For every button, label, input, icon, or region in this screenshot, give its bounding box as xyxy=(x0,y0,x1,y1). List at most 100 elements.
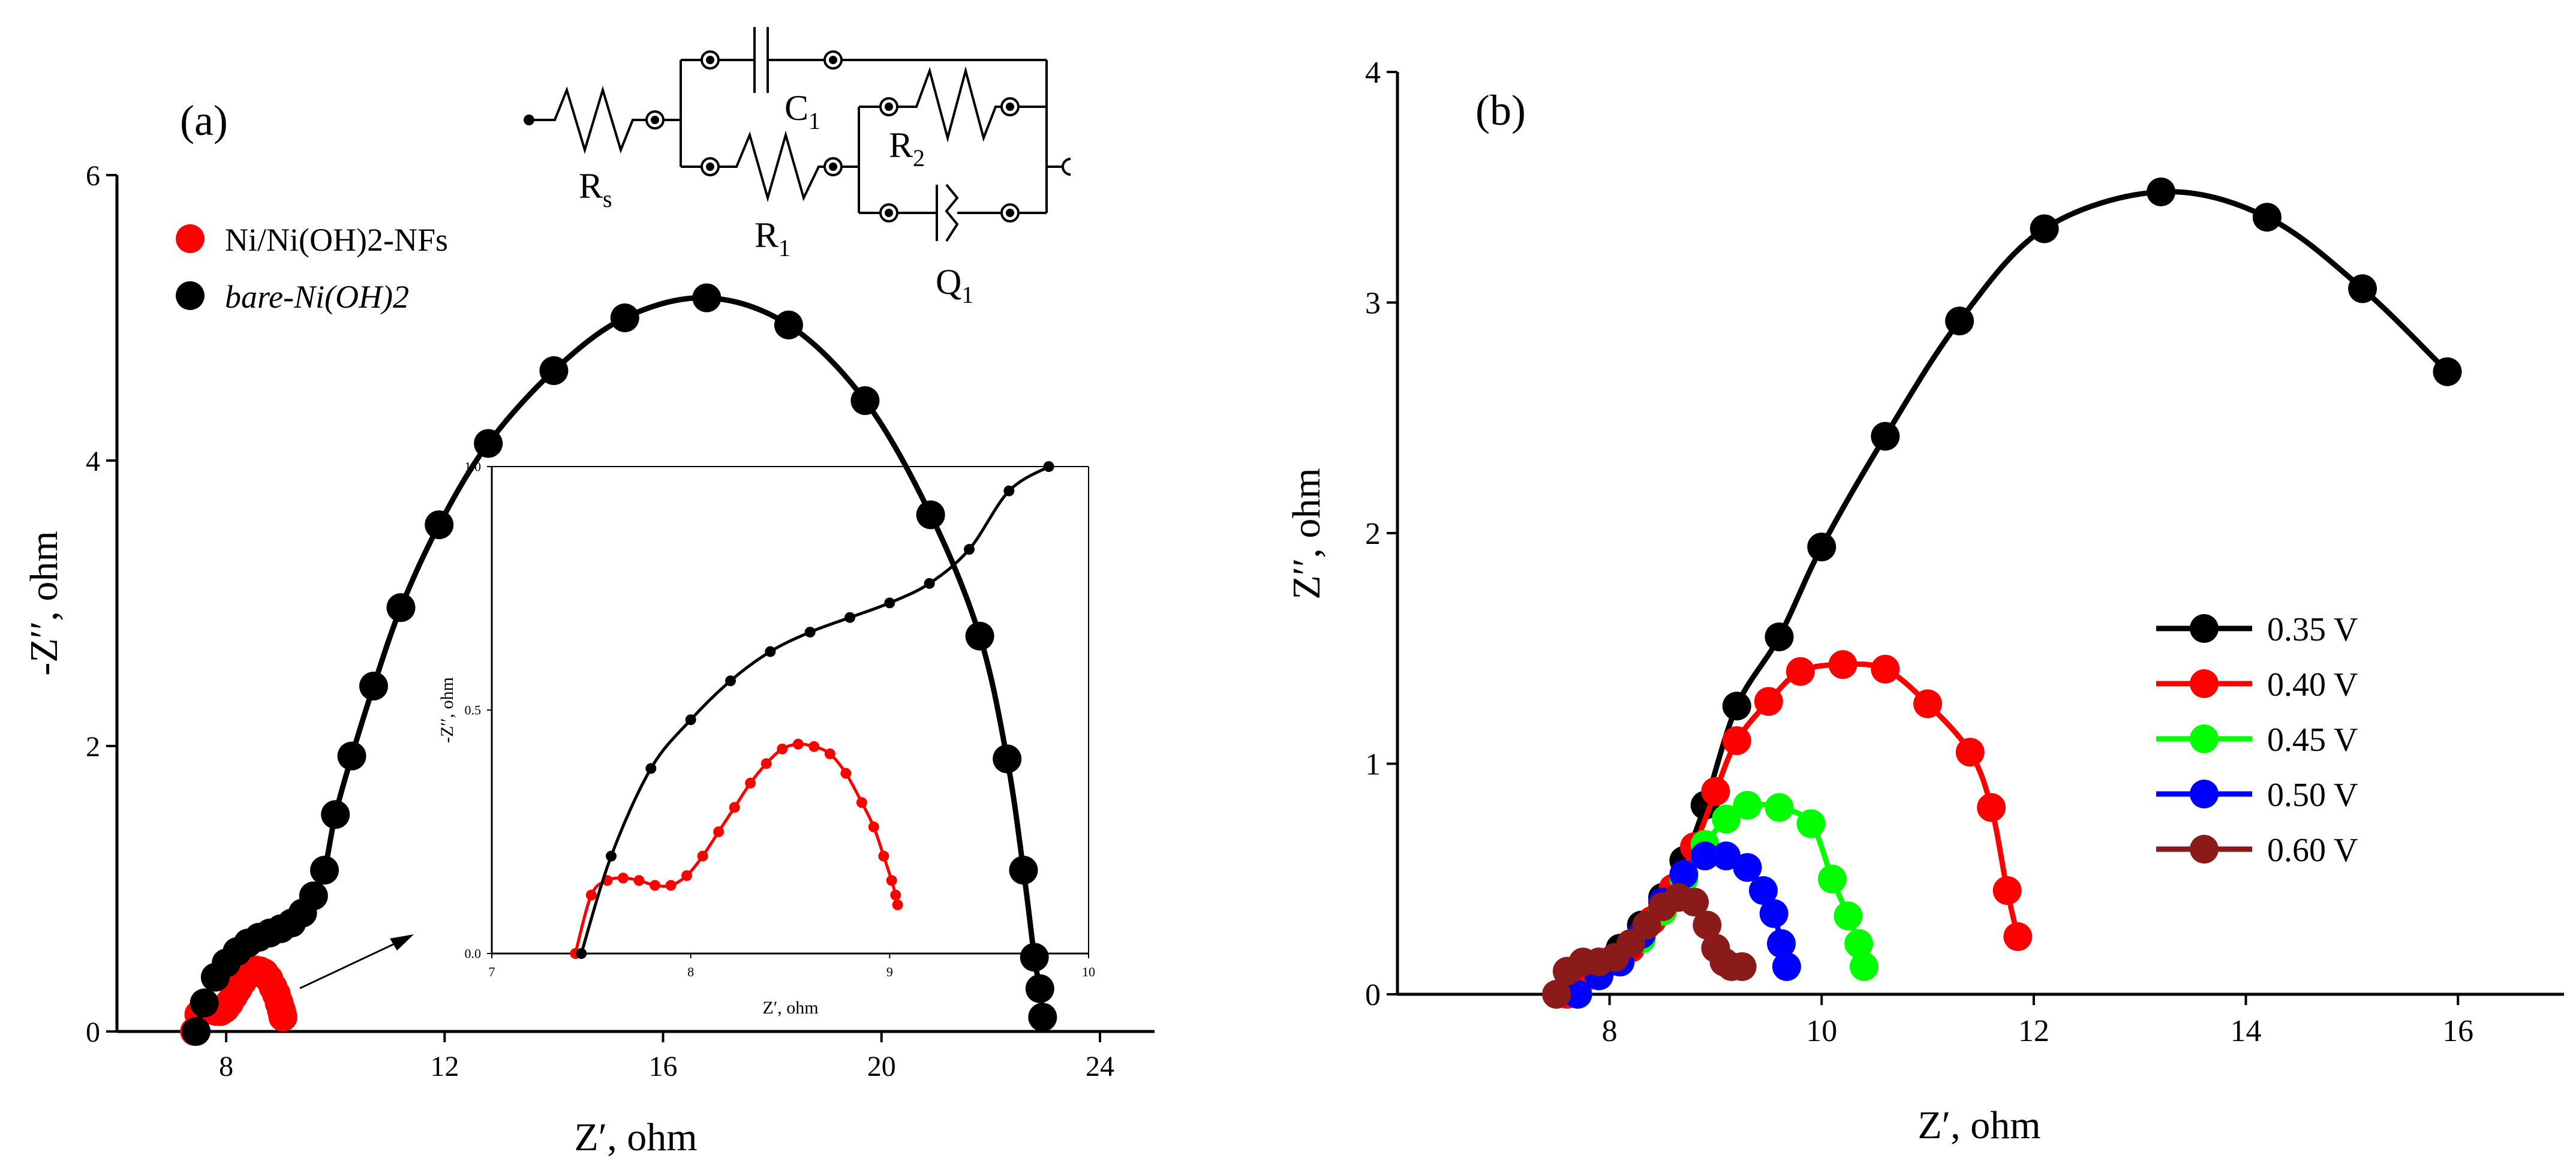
legend-marker-0-60-v xyxy=(2190,835,2219,864)
legend-marker-0-50-v xyxy=(2190,780,2219,808)
panel-b-point-0-60-v xyxy=(1542,980,1571,1009)
panel-b-point-0-35-v xyxy=(1807,533,1836,562)
panel-a-point-bare-ni-oh-2 xyxy=(610,303,639,332)
panel-b-y-tick-label: 3 xyxy=(1365,287,1381,321)
inset-point-bare-ni-oh-2 xyxy=(844,612,855,623)
circuit-labels: Rs C1 R1 R2 Q1 xyxy=(579,88,973,308)
cpe-q1-element xyxy=(945,184,959,242)
legend-label-nfs: Ni/Ni(OH)2-NFs xyxy=(225,222,448,258)
inset-point-ni-ni-oh-2-nfs xyxy=(808,741,820,752)
inset-point-ni-ni-oh-2-nfs xyxy=(886,875,897,886)
panel-a-y-tick-label: 0 xyxy=(86,1016,100,1048)
panel-b-y-tick-label: 2 xyxy=(1365,517,1381,551)
panel-b-x-tick-label: 10 xyxy=(1806,1014,1837,1048)
inset-point-ni-ni-oh-2-nfs xyxy=(856,797,867,808)
inset-point-ni-ni-oh-2-nfs xyxy=(649,880,660,891)
panel-a-point-bare-ni-oh-2 xyxy=(190,988,219,1018)
legend-label-0-45-v: 0.45 V xyxy=(2267,721,2358,759)
panel-b-point-0-40-v xyxy=(1992,876,2022,905)
panel-b-point-0-35-v xyxy=(1871,422,1900,451)
inset-point-ni-ni-oh-2-nfs xyxy=(868,821,879,832)
panel-b-x-tick-label: 16 xyxy=(2442,1014,2473,1048)
legend-label-0-40-v: 0.40 V xyxy=(2267,666,2358,703)
inset-point-bare-ni-oh-2 xyxy=(964,544,975,555)
panel-b-x-tick-label: 12 xyxy=(2018,1014,2049,1048)
panel-a-x-tick-label: 12 xyxy=(430,1051,459,1082)
panel-a-legend: Ni/Ni(OH)2-NFs bare-Ni(OH)2 xyxy=(176,222,448,315)
inset-point-bare-ni-oh-2 xyxy=(576,948,587,959)
label-rs: Rs xyxy=(579,166,612,212)
inset-point-ni-ni-oh-2-nfs xyxy=(729,802,740,813)
inset-point-ni-ni-oh-2-nfs xyxy=(878,850,889,862)
panel-b-point-0-50-v xyxy=(1690,841,1720,871)
circuit-node xyxy=(1006,103,1014,111)
panel-b-x-tick-label: 8 xyxy=(1602,1014,1618,1048)
inset-point-ni-ni-oh-2-nfs xyxy=(697,850,708,862)
inset-point-ni-ni-oh-2-nfs xyxy=(633,875,645,886)
panel-b-point-0-40-v xyxy=(2003,922,2033,951)
panel-b-point-0-35-v xyxy=(2030,214,2059,243)
inset-line-bare-ni-oh-2 xyxy=(579,465,1050,954)
inset-point-ni-ni-oh-2-nfs xyxy=(585,889,597,901)
legend-label-0-50-v: 0.50 V xyxy=(2267,777,2358,814)
inset-x-tick-label: 8 xyxy=(687,964,694,979)
panel-b-point-0-50-v xyxy=(1669,860,1699,889)
panel-a-point-bare-ni-oh-2 xyxy=(310,856,339,885)
panel-b-point-0-40-v xyxy=(1871,654,1900,684)
label-r2-subscript: 2 xyxy=(913,145,925,172)
panel-b-point-0-35-v xyxy=(1722,691,1751,721)
panel-a-point-ni-ni-oh-2-nfs xyxy=(268,1003,297,1032)
label-q1: Q1 xyxy=(936,262,973,308)
legend-marker-bare xyxy=(176,281,205,310)
inset-point-ni-ni-oh-2-nfs xyxy=(681,870,693,882)
inset-point-bare-ni-oh-2 xyxy=(725,675,736,687)
panel-b-x-tick-label: 14 xyxy=(2231,1014,2262,1048)
panel-a-y-ticks: 0 2 4 6 xyxy=(86,160,117,1048)
panel-b-point-0-45-v xyxy=(1712,804,1741,834)
inset-series xyxy=(570,461,1054,959)
inset-point-ni-ni-oh-2-nfs xyxy=(761,758,772,769)
inset-point-bare-ni-oh-2 xyxy=(765,646,776,657)
inset-point-ni-ni-oh-2-nfs xyxy=(777,743,788,754)
inset-point-ni-ni-oh-2-nfs xyxy=(745,777,756,789)
panel-b-point-0-45-v xyxy=(1833,901,1863,931)
legend-marker-0-45-v xyxy=(2190,724,2219,753)
panel-b-legend: 0.35 V 0.40 V 0.45 V 0.50 V 0.60 V xyxy=(2156,611,2358,869)
panel-b-point-0-35-v xyxy=(1945,306,1974,336)
panel-a-point-bare-ni-oh-2 xyxy=(965,621,994,651)
panel-b-x-ticks: 8 10 12 14 16 xyxy=(1602,994,2473,1048)
panel-a-ylabel: -Z′′, ohm xyxy=(22,531,66,676)
circuit-node xyxy=(829,163,837,171)
inset-point-bare-ni-oh-2 xyxy=(606,850,617,862)
panel-b-point-0-40-v xyxy=(1913,689,1943,718)
label-r2: R2 xyxy=(889,125,925,172)
panel-b-point-0-40-v xyxy=(1722,726,1751,756)
inset-x-tick-label: 10 xyxy=(1082,964,1095,979)
panel-b-point-0-45-v xyxy=(1765,793,1794,822)
panel-a-point-bare-ni-oh-2 xyxy=(850,386,880,416)
inset-point-ni-ni-oh-2-nfs xyxy=(713,826,725,837)
label-c1: C1 xyxy=(784,88,820,134)
panel-b-point-0-40-v xyxy=(1977,793,2006,822)
panel-b-point-0-45-v xyxy=(1733,790,1762,820)
inset-point-bare-ni-oh-2 xyxy=(1043,461,1054,472)
panel-a-point-bare-ni-oh-2 xyxy=(299,881,328,910)
panel-b-point-0-40-v xyxy=(1828,650,1857,679)
panel-a-y-tick-label: 2 xyxy=(86,731,100,763)
inset-point-ni-ni-oh-2-nfs xyxy=(892,899,903,910)
panel-b-point-0-35-v xyxy=(2433,357,2462,386)
panel-a-x-tick-label: 20 xyxy=(867,1051,896,1082)
inset-point-bare-ni-oh-2 xyxy=(884,597,895,609)
panel-b-y-ticks: 0 1 2 3 4 xyxy=(1365,56,1397,1012)
inset-x-tick-label: 7 xyxy=(489,964,495,979)
panel-a-series xyxy=(180,283,1057,1046)
panel-b-point-0-60-v xyxy=(1680,888,1709,917)
panel-b-point-0-40-v xyxy=(1754,687,1783,716)
label-c1-symbol: C xyxy=(784,88,808,128)
legend-marker-0-40-v xyxy=(2190,669,2219,698)
panel-a-point-bare-ni-oh-2 xyxy=(539,356,569,386)
panel-a-point-bare-ni-oh-2 xyxy=(337,741,366,771)
panel-a-y-tick-label: 6 xyxy=(86,160,100,192)
